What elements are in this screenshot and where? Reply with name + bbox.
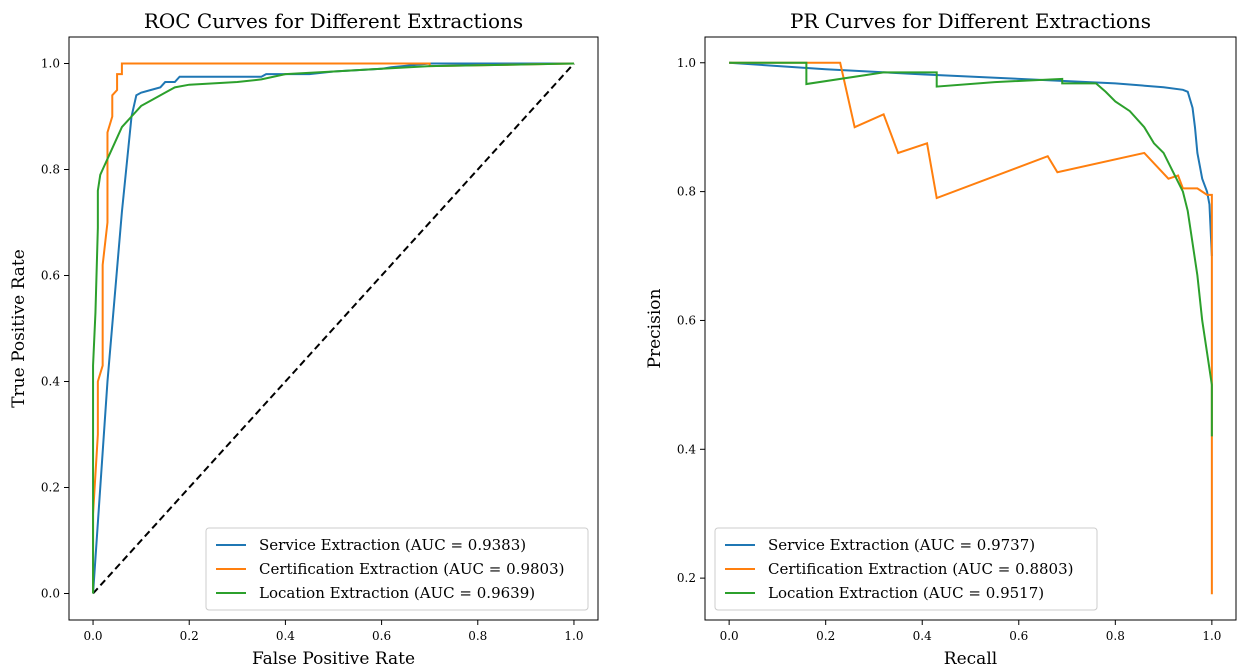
plot-area [729,61,1213,595]
x-tick-label: 1.0 [564,629,583,643]
legend-entry-label: Service Extraction (AUC = 0.9737) [768,536,1035,554]
chart-1: PR Curves for Different Extractions 0.0 0.… [645,9,1237,669]
x-tick-label: 1.0 [1202,629,1221,643]
y-tick-label: 0.8 [677,185,696,199]
x-axis-label: False Positive Rate [252,649,415,669]
y-axis-label: Precision [645,288,665,368]
x-tick-label: 0.4 [276,629,295,643]
chart-0: ROC Curves for Different Extractions 0.0 0… [9,9,599,669]
legend-entry-label: Service Extraction (AUC = 0.9383) [259,536,526,554]
x-tick-label: 0.4 [913,629,932,643]
y-tick-label: 0.6 [677,313,696,327]
series-line-1 [729,61,1213,595]
y-tick-label: 0.0 [41,587,60,601]
chart-title: ROC Curves for Different Extractions [144,9,523,33]
legend-box [714,527,1098,611]
legend-entry-label: Location Extraction (AUC = 0.9639) [259,584,535,602]
legend-entry-label: Certification Extraction (AUC = 0.9803) [259,560,564,578]
x-tick-label: 0.0 [83,629,102,643]
x-tick-label: 0.2 [816,629,835,643]
y-tick-label: 1.0 [677,56,696,70]
chart-title: PR Curves for Different Extractions [790,9,1151,33]
x-axis-label: Recall [944,649,997,669]
series-line-0 [729,61,1213,257]
chance-diagonal-line [92,62,575,595]
legend-entry-label: Certification Extraction (AUC = 0.8803) [768,560,1073,578]
x-tick-label: 0.0 [720,629,739,643]
axes-frame [704,36,1237,621]
y-tick-label: 0.4 [677,442,696,456]
legend-entry-label: Location Extraction (AUC = 0.9517) [768,584,1044,602]
legend: Service Extraction (AUC = 0.9383) Certifi… [205,527,589,611]
series-line-2 [92,62,574,594]
axes-frame [68,36,599,621]
y-tick-label: 0.8 [41,163,60,177]
x-tick-label: 0.2 [180,629,199,643]
series-line-2 [729,61,1213,437]
plot-area [92,62,575,595]
x-tick-label: 0.8 [468,629,487,643]
y-axis-label: True Positive Rate [9,249,29,408]
x-tick-label: 0.8 [1106,629,1125,643]
x-tick-label: 0.6 [1009,629,1028,643]
legend: Service Extraction (AUC = 0.9737) Certifi… [714,527,1098,611]
y-tick-label: 1.0 [41,57,60,71]
x-tick-label: 0.6 [372,629,391,643]
series-line-1 [92,62,574,594]
legend-box [205,527,589,611]
y-tick-label: 0.2 [41,481,60,495]
y-tick-label: 0.2 [677,571,696,585]
y-tick-label: 0.4 [41,375,60,389]
y-tick-label: 0.6 [41,269,60,283]
